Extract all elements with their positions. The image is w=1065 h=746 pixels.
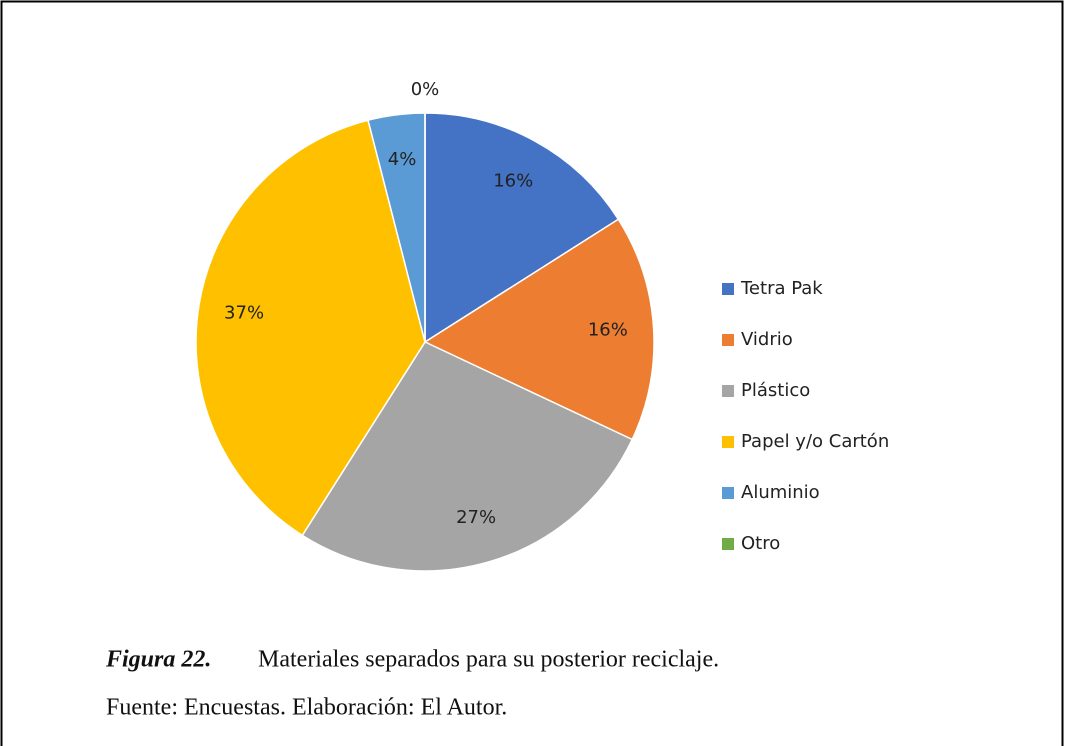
data-label: 27%: [456, 507, 496, 528]
data-label: 16%: [493, 170, 533, 191]
pie-slice: [424, 112, 620, 344]
legend-swatch: [722, 487, 734, 499]
caption-text: Materiales separados para su posterior r…: [258, 647, 719, 673]
pie-slice: [423, 218, 655, 441]
legend-swatch: [722, 538, 734, 550]
data-label: 37%: [224, 302, 264, 323]
legend-label: Tetra Pak: [740, 278, 823, 299]
legend-swatch: [722, 436, 734, 448]
legend-label: Papel y/o Cartón: [741, 431, 889, 452]
pie-slice: [301, 341, 634, 572]
pie-slice: [195, 119, 426, 537]
data-label: 4%: [388, 149, 417, 170]
data-label: 16%: [588, 319, 628, 340]
legend-swatch: [722, 385, 734, 397]
legend-label: Otro: [741, 533, 780, 554]
caption-label: Figura 22.: [105, 647, 211, 673]
data-label: 0%: [411, 79, 440, 100]
source: Fuente: Encuestas. Elaboración: El Autor…: [106, 695, 507, 721]
legend-swatch: [722, 283, 734, 295]
legend-swatch: [722, 334, 734, 346]
legend-label: Aluminio: [741, 482, 820, 503]
legend-label: Vidrio: [741, 329, 793, 350]
legend-label: Plástico: [741, 380, 810, 401]
